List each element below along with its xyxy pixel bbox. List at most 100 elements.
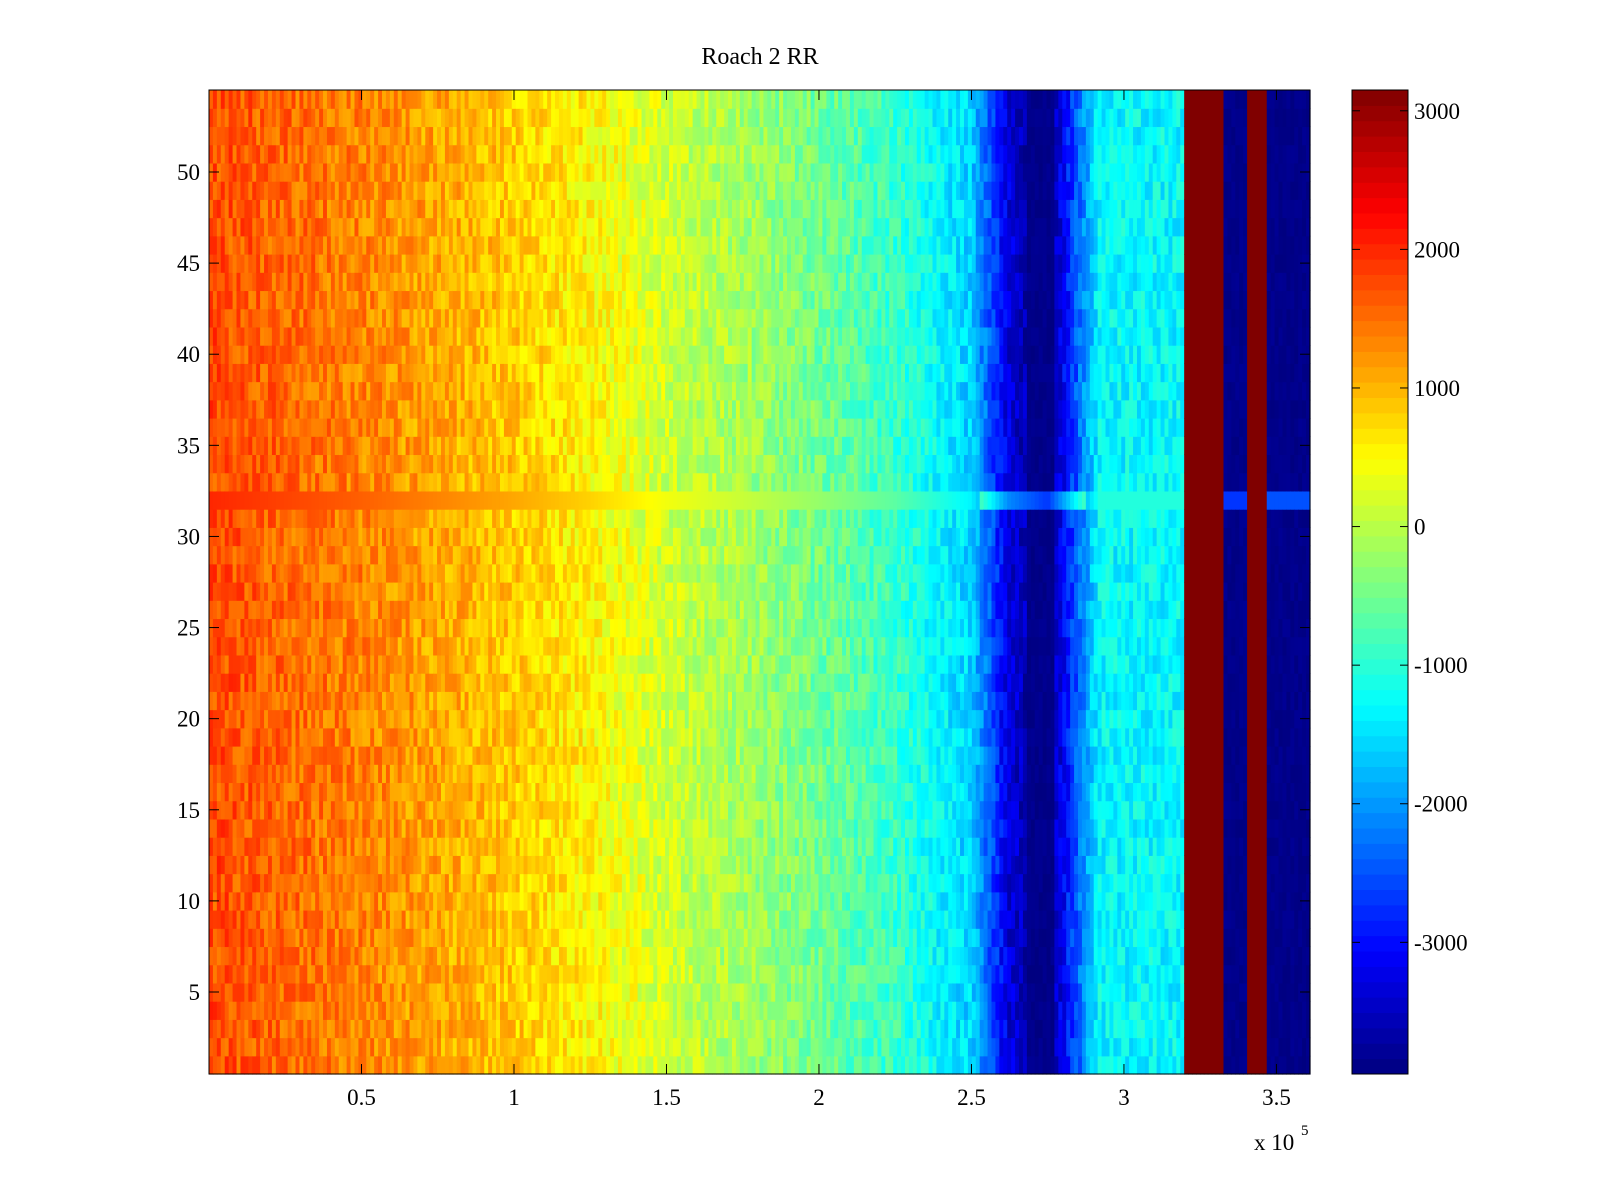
- heatmap-cell: [224, 964, 230, 984]
- heatmap-cell: [311, 399, 316, 419]
- heatmap-cell: [354, 618, 360, 638]
- heatmap-cell: [499, 126, 505, 146]
- heatmap-cell: [417, 418, 422, 437]
- heatmap-cell: [303, 454, 308, 474]
- heatmap-cell: [385, 582, 391, 601]
- heatmap-cell: [283, 964, 289, 984]
- heatmap-cell: [480, 90, 485, 109]
- heatmap-cell: [464, 654, 470, 674]
- heatmap-cell: [389, 126, 395, 146]
- heatmap-cell: [507, 673, 513, 692]
- heatmap-cell: [547, 199, 552, 219]
- heatmap-cell: [342, 727, 348, 747]
- heatmap-cell: [275, 1019, 281, 1039]
- heatmap-cell: [212, 272, 218, 292]
- heatmap-cell: [496, 800, 501, 820]
- heatmap-cell: [425, 308, 430, 328]
- heatmap-cell: [283, 1055, 289, 1075]
- heatmap-cell: [315, 709, 320, 729]
- heatmap-cell: [244, 272, 249, 292]
- heatmap-cell: [382, 545, 387, 565]
- heatmap-cell: [484, 108, 489, 128]
- heatmap-cell: [303, 727, 308, 747]
- heatmap-cell: [378, 636, 383, 656]
- heatmap-cell: [507, 837, 513, 856]
- heatmap-cell: [350, 254, 356, 273]
- heatmap-cell: [252, 746, 257, 765]
- heatmap-cell: [220, 308, 226, 328]
- heatmap-cell: [531, 454, 536, 474]
- heatmap-cell: [236, 636, 242, 656]
- heatmap-cell: [244, 746, 249, 765]
- heatmap-cell: [531, 654, 536, 674]
- heatmap-cell: [472, 618, 477, 638]
- heatmap-cell: [433, 345, 438, 364]
- heatmap-cell: [441, 746, 446, 765]
- heatmap-cell: [338, 363, 344, 383]
- heatmap-cell: [374, 910, 379, 929]
- heatmap-cell: [228, 618, 234, 638]
- heatmap-cell: [531, 782, 536, 802]
- heatmap-cell: [523, 181, 529, 200]
- heatmap-cell: [315, 673, 320, 692]
- heatmap-cell: [378, 891, 383, 911]
- heatmap-cell: [527, 764, 533, 784]
- heatmap-cell: [385, 563, 391, 583]
- heatmap-cell: [370, 272, 375, 292]
- heatmap-cell: [503, 108, 509, 128]
- heatmap-cell: [236, 582, 242, 601]
- heatmap-cell: [299, 545, 304, 565]
- heatmap-cell: [358, 1019, 363, 1039]
- heatmap-cell: [558, 381, 564, 401]
- heatmap-cell: [547, 472, 552, 492]
- heatmap-cell: [319, 837, 324, 856]
- heatmap-cell: [527, 490, 533, 510]
- heatmap-cell: [295, 217, 301, 237]
- heatmap-cell: [499, 108, 505, 128]
- heatmap-cell: [558, 199, 564, 219]
- heatmap-cell: [515, 509, 521, 528]
- heatmap-cell: [370, 181, 375, 200]
- heatmap-cell: [535, 1055, 540, 1075]
- heatmap-cell: [342, 800, 348, 820]
- heatmap-cell: [401, 454, 407, 474]
- heatmap-cell: [220, 144, 226, 164]
- heatmap-cell: [488, 891, 493, 911]
- heatmap-cell: [405, 837, 411, 856]
- heatmap-cell: [366, 472, 371, 492]
- heatmap-cell: [350, 964, 356, 984]
- heatmap-cell: [527, 381, 533, 401]
- heatmap-cell: [326, 873, 332, 893]
- heatmap-cell: [264, 345, 269, 364]
- heatmap-cell: [535, 490, 540, 510]
- heatmap-cell: [484, 563, 489, 583]
- heatmap-cell: [291, 144, 297, 164]
- heatmap-cell: [346, 636, 352, 656]
- heatmap-cell: [433, 472, 438, 492]
- heatmap-cell: [488, 764, 493, 784]
- heatmap-cell: [437, 800, 442, 820]
- heatmap-cell: [558, 217, 564, 237]
- heatmap-cell: [523, 800, 529, 820]
- heatmap-cell: [382, 782, 387, 802]
- heatmap-cell: [236, 254, 242, 273]
- heatmap-cell: [295, 636, 301, 656]
- heatmap-cell: [248, 326, 253, 346]
- heatmap-cell: [441, 964, 446, 984]
- heatmap-cell: [228, 764, 234, 784]
- heatmap-cell: [354, 1055, 360, 1075]
- heatmap-cell: [271, 308, 277, 328]
- heatmap-cell: [492, 946, 497, 966]
- heatmap-cell: [350, 181, 356, 200]
- heatmap-cell: [385, 1019, 391, 1039]
- heatmap-cell: [275, 254, 281, 273]
- heatmap-cell: [252, 235, 257, 255]
- heatmap-cell: [212, 946, 218, 966]
- heatmap-cell: [444, 472, 450, 492]
- heatmap-cell: [539, 345, 544, 364]
- heatmap-cell: [240, 381, 245, 401]
- heatmap-cell: [315, 600, 320, 620]
- heatmap-cell: [405, 964, 411, 984]
- heatmap-cell: [566, 108, 572, 128]
- heatmap-cell: [448, 873, 454, 893]
